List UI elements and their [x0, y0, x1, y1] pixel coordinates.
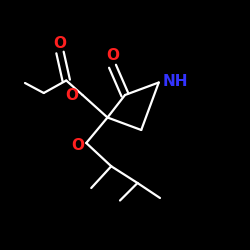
Text: O: O	[106, 48, 119, 63]
Text: O: O	[71, 138, 84, 152]
Text: O: O	[54, 36, 66, 51]
Text: O: O	[66, 88, 79, 103]
Text: NH: NH	[162, 74, 188, 90]
